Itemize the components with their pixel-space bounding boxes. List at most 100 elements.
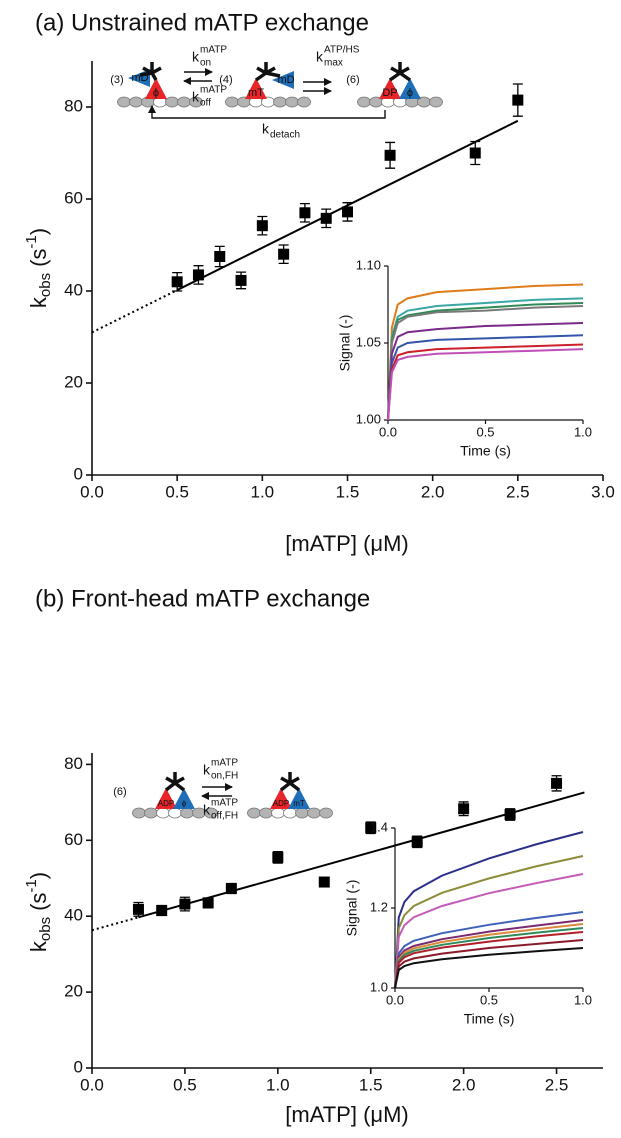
x-tick-label: 2.5 [545,1075,569,1094]
y-label-superscript: -1 [23,235,40,248]
state-label: (4) [219,74,232,86]
signal-trace [394,939,584,989]
y-label-base: k [26,940,51,952]
head-label: mD [277,74,294,86]
head-label: mD [131,72,148,84]
actin-subunit [180,807,194,819]
motor-head [245,78,267,99]
y-label-base: k [26,296,51,308]
data-point [225,882,237,894]
inset-y-label: Signal (-) [344,880,360,937]
signal-trace [394,947,584,989]
rate-symbol: k [203,802,211,818]
signal-trace [387,321,584,421]
y-label-subscript: obs [37,917,54,941]
actin-subunit [271,807,285,819]
y-axis-label: kobs (s-1) [23,872,54,952]
actin-subunit [177,96,191,108]
data-point [272,851,284,863]
signal-trace [387,343,584,421]
actin-subunit [259,807,273,819]
actin-subunit [129,96,143,108]
actin-subunit [295,807,309,819]
signal-trace [394,911,584,989]
data-point [504,808,516,820]
head-label: mT [293,799,305,808]
rate-superscript: mATP [200,85,227,96]
motor-head [272,71,294,89]
y-tick-label: 0 [74,464,83,483]
actin-subunit [283,807,297,819]
y-axis-label: kobs (s-1) [23,228,54,308]
actin-subunit [285,96,299,108]
signal-trace [394,927,584,989]
lever-arm [164,772,186,792]
lever-arm [388,62,412,82]
x-tick-label: 2.5 [506,482,530,501]
x-tick-label: 0.5 [165,482,189,501]
data-point [411,836,423,848]
motor-head [145,78,167,99]
x-tick-label: 0.0 [80,482,104,501]
rate-symbol: k [316,49,324,65]
actin-subunit [307,807,321,819]
lever-arm [139,62,162,81]
data-point [365,822,377,834]
signal-trace [394,923,584,989]
rate-superscript: mATP [211,798,238,809]
y-tick-label: 80 [64,754,83,773]
x-tick-label: 0.0 [80,1075,104,1094]
inset-x-label: Time (s) [460,443,511,459]
y-tick-label: 60 [64,830,83,849]
data-point [256,220,268,232]
actin-subunit [297,96,311,108]
y-tick-label: 1.00 [356,411,381,426]
actin-subunit [247,807,261,819]
y-label-close: ) [26,872,51,879]
y-label-unit: (s [26,893,51,911]
fit-extrapolation [91,916,139,932]
head-label: ADP [158,799,174,808]
x-tick-label: 1.0 [266,1075,290,1094]
y-tick-label: 60 [64,188,83,207]
signal-trace [394,873,584,989]
motor-head [399,78,421,99]
rate-subscript: on,FH [211,771,238,782]
y-label-subscript: obs [37,273,54,297]
head-label: ADP [273,799,289,808]
data-point [342,206,353,218]
chart-title: (a) Unstrained mATP exchange [35,9,369,36]
actin-subunit [429,96,443,108]
signal-trace [394,855,584,989]
data-point [320,212,332,224]
state-label: (6) [113,786,126,798]
x-tick-label: 1.0 [574,993,592,1008]
y-tick-label: 1.10 [356,257,381,272]
actin-subunit [357,96,371,108]
motor-head [288,788,310,809]
y-tick-label: 1.2 [370,899,388,914]
lever-arm [279,772,301,792]
inset-y-label: Signal (-) [337,315,353,372]
motor-head [155,788,177,809]
rate-symbol: k [262,121,270,137]
x-tick-label: 1.5 [359,1075,383,1094]
y-tick-label: 40 [64,906,83,925]
actin-subunit [225,96,239,108]
x-tick-label: 1.5 [336,482,360,501]
actin-subunit [204,807,218,819]
y-tick-label: 1.4 [370,819,388,834]
data-point [156,905,168,916]
y-label-superscript: -1 [23,879,40,892]
head-label: mT [248,87,264,99]
data-point [384,149,396,161]
y-label-unit: (s [26,249,51,267]
data-point [458,803,470,815]
x-tick-label: 0.0 [379,425,397,440]
actin-subunit [144,807,158,819]
data-point [551,777,563,789]
fit-extrapolation [91,289,178,334]
data-point [278,248,290,260]
data-point [469,147,481,159]
state-label: (6) [346,74,359,86]
